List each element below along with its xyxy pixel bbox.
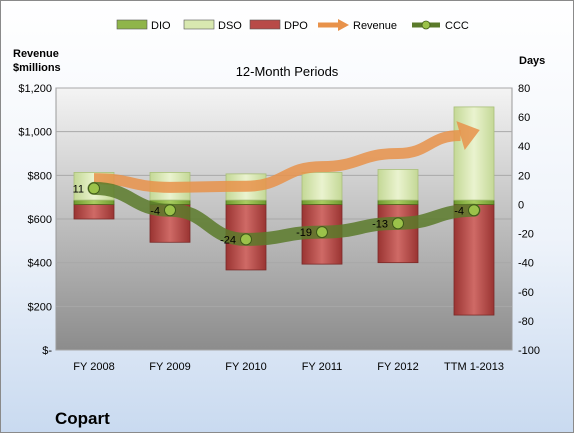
right-axis-ticks: -100 -80 -60 -40 -20 0 20 40 60 80 — [518, 83, 540, 357]
right-tick-label: -40 — [518, 258, 534, 270]
category-label: FY 2012 — [377, 361, 418, 373]
right-tick-label: -60 — [518, 287, 534, 299]
bar-dio — [301, 199, 343, 205]
ccc-point — [240, 233, 252, 246]
ccc-data-label: -19 — [296, 227, 312, 239]
bar-dso — [377, 169, 419, 201]
left-axis-ticks: $- $200 $400 $600 $800 $1,000 $1,200 — [18, 83, 52, 357]
ccc-point — [316, 226, 328, 239]
right-tick-label: 20 — [518, 170, 530, 182]
ccc-data-label: -4 — [454, 205, 464, 217]
legend-swatch-dpo — [249, 19, 281, 30]
left-tick-label: $400 — [28, 258, 52, 270]
ccc-data-label: 11 — [73, 183, 84, 195]
legend-label-ccc: CCC — [445, 20, 469, 32]
ccc-line-layer: 11 -4 -24 -19 -13 -4 — [73, 181, 481, 246]
legend-swatch-dso — [183, 19, 215, 30]
legend-label-dio: DIO — [151, 20, 171, 32]
left-tick-label: $1,000 — [18, 127, 52, 139]
legend-swatch-dio — [116, 19, 148, 30]
bar-dso — [301, 172, 343, 201]
legend-swatch-ccc-marker — [421, 20, 431, 30]
right-tick-label: -100 — [518, 345, 540, 357]
right-tick-label: 0 — [518, 199, 524, 211]
category-label: FY 2010 — [225, 361, 266, 373]
legend: DIO DSO DPO Revenue CCC — [116, 19, 469, 32]
bar-dpo — [453, 204, 495, 316]
left-tick-label: $- — [42, 345, 52, 357]
revenue-arrow-shaft — [93, 130, 461, 193]
category-label: FY 2009 — [149, 361, 190, 373]
revenue-arrow-layer — [93, 121, 480, 193]
bar-dpo — [73, 204, 115, 220]
bar-dio — [73, 199, 115, 205]
ccc-data-label: -24 — [220, 234, 236, 246]
ccc-point — [392, 217, 404, 230]
legend-label-dso: DSO — [218, 20, 242, 32]
category-label: FY 2008 — [73, 361, 114, 373]
ccc-data-label: -13 — [372, 218, 388, 230]
right-tick-label: -80 — [518, 316, 534, 328]
company-name: Copart — [55, 409, 110, 428]
ccc-point — [88, 182, 100, 195]
ccc-point — [164, 204, 176, 217]
right-tick-label: 40 — [518, 141, 530, 153]
bar-dio — [225, 199, 267, 205]
category-label: TTM 1-2013 — [444, 361, 504, 373]
right-tick-label: 80 — [518, 83, 530, 95]
ccc-data-label: -4 — [150, 205, 160, 217]
category-axis-labels: FY 2008 FY 2009 FY 2010 FY 2011 FY 2012 TTM 1… — [73, 361, 504, 373]
bar-dpo — [377, 204, 419, 264]
legend-label-dpo: DPO — [284, 20, 308, 32]
left-tick-label: $1,200 — [18, 83, 52, 95]
left-tick-label: $600 — [28, 214, 52, 226]
right-tick-label: 60 — [518, 112, 530, 124]
legend-label-revenue: Revenue — [353, 20, 397, 32]
ccc-line — [87, 181, 481, 246]
legend-swatch-revenue-head — [338, 19, 349, 31]
category-label: FY 2011 — [302, 361, 343, 373]
left-tick-label: $800 — [28, 170, 52, 182]
right-axis-label: Days — [519, 55, 545, 67]
ccc-point — [468, 204, 480, 217]
left-axis-label-line2: $millions — [13, 62, 61, 74]
revenue-arrow-head — [456, 121, 480, 150]
chart-title: 12-Month Periods — [236, 64, 339, 79]
right-tick-label: -20 — [518, 229, 534, 241]
left-axis-label-line1: Revenue — [13, 48, 59, 60]
left-tick-label: $200 — [28, 301, 52, 313]
bar-dso — [453, 106, 495, 201]
bar-dio — [377, 199, 419, 205]
